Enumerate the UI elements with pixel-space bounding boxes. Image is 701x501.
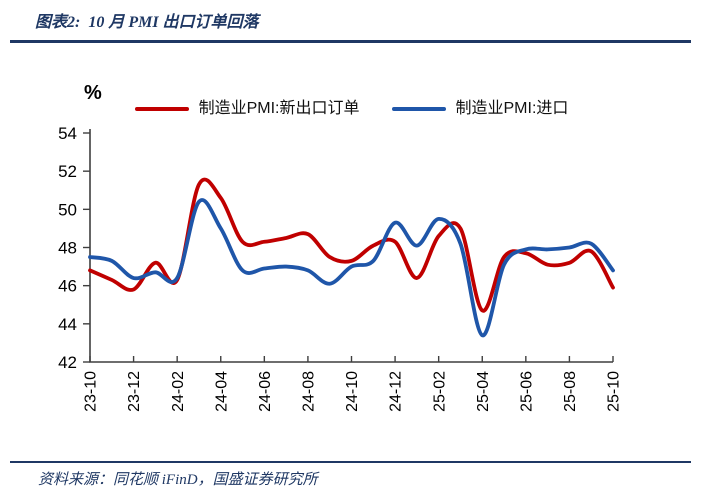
y-tick-label: 48 <box>58 238 77 257</box>
legend-label-imports: 制造业PMI:进口 <box>455 100 569 117</box>
header-rule <box>10 40 691 43</box>
footer-rule <box>10 461 691 463</box>
y-tick-label: 52 <box>58 162 77 181</box>
data-source-note: 资料来源：同花顺 iFinD，国盛证券研究所 <box>38 472 318 488</box>
y-tick-label: 44 <box>58 315 77 334</box>
legend-item-imports: 制造业PMI:进口 <box>391 100 569 117</box>
y-tick-label: 42 <box>58 353 77 372</box>
legend-label-new-export-orders: 制造业PMI:新出口订单 <box>198 100 360 117</box>
x-tick-label: 24-04 <box>213 371 230 412</box>
x-tick-label: 24-02 <box>170 371 187 412</box>
series-line-imports <box>88 198 615 338</box>
blue-line-marker-icon <box>391 106 446 112</box>
axis-lines <box>89 129 613 363</box>
x-tick-label: 25-04 <box>475 371 492 412</box>
x-tick-label: 24-08 <box>301 371 318 412</box>
y-tick-label: 50 <box>58 200 77 219</box>
y-tick-label: 46 <box>58 277 77 296</box>
y-tick-label: 54 <box>58 124 77 143</box>
x-tick-label: 25-10 <box>606 371 623 412</box>
legend-item-new-export-orders: 制造业PMI:新出口订单 <box>134 100 360 117</box>
x-tick-label: 23-10 <box>83 371 100 412</box>
x-tick-label: 25-02 <box>431 371 448 412</box>
y-axis-unit-label: % <box>84 82 102 104</box>
chart-legend: 制造业PMI:新出口订单 制造业PMI:进口 <box>90 101 613 117</box>
x-tick-label: 24-10 <box>344 371 361 412</box>
red-line-marker-icon <box>134 106 189 112</box>
x-tick-label: 25-06 <box>518 371 535 412</box>
x-tick-label: 23-12 <box>126 371 143 412</box>
x-tick-label: 24-06 <box>257 371 274 412</box>
page-title: 图表2: 10 月 PMI 出口订单回落 <box>35 14 259 31</box>
x-tick-label: 25-08 <box>562 371 579 412</box>
series-line-new-export-orders <box>88 177 615 313</box>
x-tick-label: 24-12 <box>388 371 405 412</box>
